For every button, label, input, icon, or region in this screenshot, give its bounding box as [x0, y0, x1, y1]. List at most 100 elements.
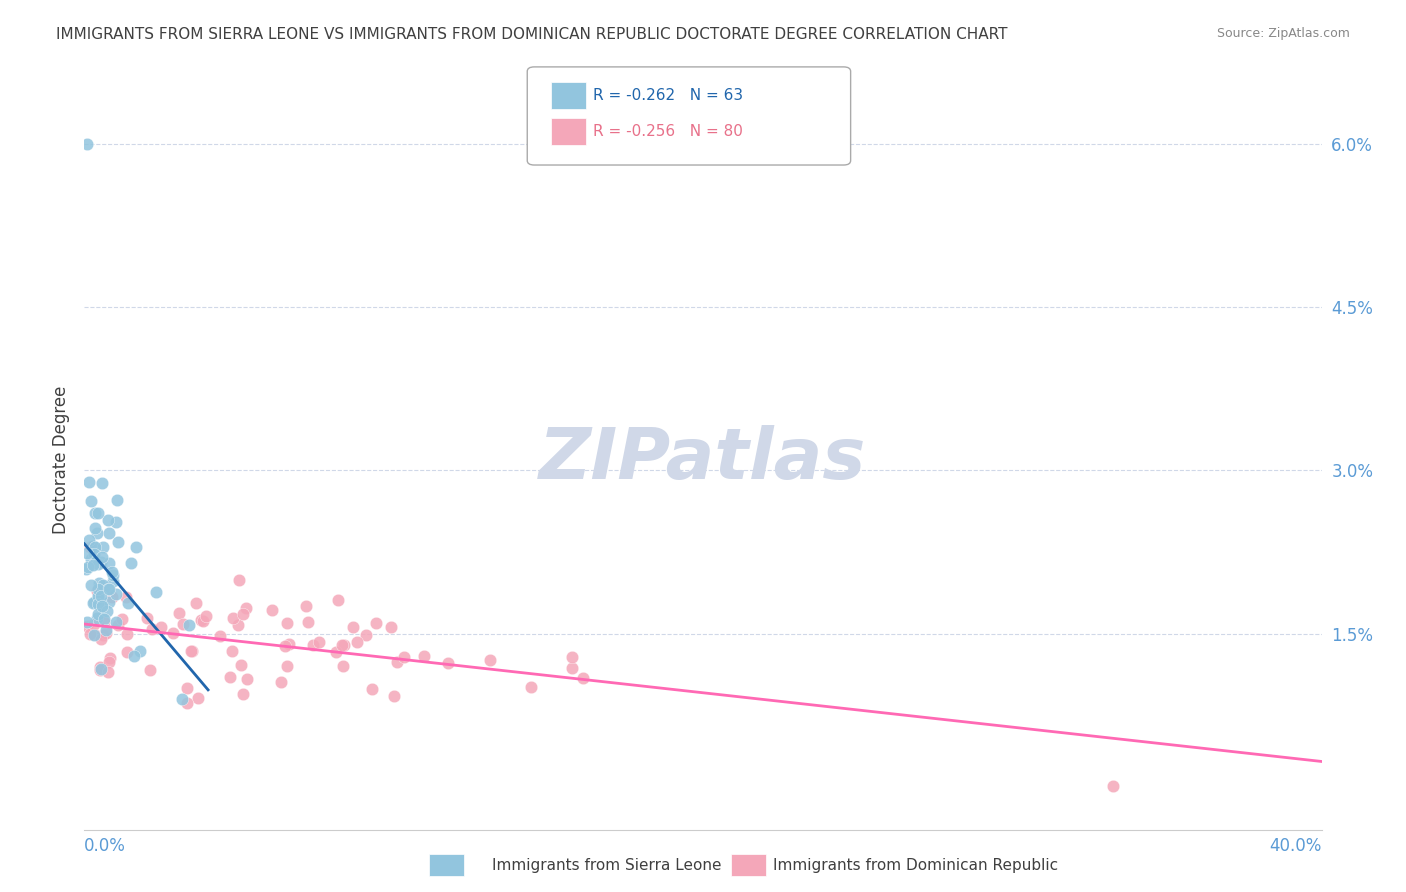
Point	[97, 665, 120, 680]
Point	[176, 697, 198, 711]
Point	[100, 565, 122, 579]
Text: R = -0.262   N = 63: R = -0.262 N = 63	[593, 88, 744, 103]
Point	[218, 670, 240, 684]
Point	[387, 655, 409, 669]
Point	[93, 615, 115, 629]
Point	[86, 610, 108, 624]
Text: Immigrants from Dominican Republic: Immigrants from Dominican Republic	[773, 858, 1059, 872]
Point	[193, 614, 215, 628]
Point	[91, 578, 114, 592]
Point	[228, 573, 250, 587]
Point	[107, 617, 129, 632]
Point	[128, 644, 150, 658]
Text: 0.0%: 0.0%	[84, 838, 127, 855]
Point	[79, 533, 101, 547]
Point	[221, 643, 243, 657]
Point	[83, 595, 105, 609]
Point	[83, 627, 105, 641]
Text: IMMIGRANTS FROM SIERRA LEONE VS IMMIGRANTS FROM DOMINICAN REPUBLIC DOCTORATE DEG: IMMIGRANTS FROM SIERRA LEONE VS IMMIGRAN…	[56, 27, 1008, 42]
Text: 40.0%: 40.0%	[1270, 838, 1322, 855]
Point	[90, 549, 112, 564]
Point	[83, 547, 105, 561]
Point	[190, 613, 212, 627]
Point	[115, 645, 138, 659]
Point	[76, 559, 98, 574]
Point	[260, 603, 283, 617]
Point	[136, 611, 159, 625]
Point	[195, 608, 218, 623]
Point	[117, 596, 139, 610]
Point	[270, 675, 292, 690]
Point	[180, 644, 202, 658]
Point	[172, 691, 194, 706]
Point	[98, 595, 121, 609]
Point	[380, 620, 402, 634]
Point	[184, 596, 207, 610]
Point	[302, 638, 325, 652]
Point	[361, 682, 384, 697]
Point	[89, 663, 111, 677]
Point	[276, 659, 298, 673]
Point	[80, 551, 103, 566]
Point	[87, 575, 110, 590]
Point	[229, 658, 252, 673]
Point	[90, 589, 112, 603]
Point	[346, 635, 368, 649]
Point	[167, 606, 190, 620]
Point	[89, 660, 111, 674]
Point	[87, 591, 110, 606]
Text: ZIPatlas: ZIPatlas	[540, 425, 866, 494]
Point	[187, 690, 209, 705]
Point	[79, 540, 101, 554]
Point	[83, 506, 105, 520]
Point	[96, 625, 118, 640]
Point	[332, 659, 354, 673]
Point	[354, 628, 377, 642]
Point	[91, 475, 114, 490]
Point	[101, 574, 124, 588]
Point	[297, 615, 319, 629]
Point	[91, 599, 114, 613]
Point	[105, 515, 128, 529]
Point	[76, 615, 98, 629]
Point	[326, 593, 349, 607]
Point	[90, 555, 112, 569]
Point	[96, 604, 118, 618]
Point	[105, 492, 128, 507]
Point	[97, 526, 120, 541]
Point	[104, 615, 127, 630]
Point	[235, 672, 257, 686]
Point	[87, 597, 110, 611]
Point	[101, 591, 124, 605]
Point	[232, 687, 254, 701]
Point	[412, 649, 434, 664]
Point	[91, 628, 114, 642]
Point	[87, 582, 110, 596]
Point	[308, 635, 330, 649]
Point	[97, 582, 120, 596]
Point	[90, 632, 112, 646]
Point	[172, 616, 194, 631]
Point	[572, 671, 595, 685]
Point	[101, 568, 124, 582]
Text: R = -0.256   N = 80: R = -0.256 N = 80	[593, 124, 744, 138]
Point	[79, 627, 101, 641]
Point	[209, 629, 232, 643]
Point	[115, 627, 138, 641]
Point	[76, 136, 98, 151]
Point	[82, 596, 104, 610]
Point	[97, 582, 120, 596]
Point	[93, 612, 115, 626]
Point	[382, 690, 405, 704]
Y-axis label: Doctorate Degree: Doctorate Degree	[52, 385, 70, 533]
Point	[86, 525, 108, 540]
Point	[97, 655, 120, 669]
Point	[87, 558, 110, 572]
Point	[333, 638, 356, 652]
Point	[80, 494, 103, 508]
Point	[87, 590, 110, 604]
Point	[84, 540, 107, 554]
Point	[98, 651, 121, 665]
Point	[83, 521, 105, 535]
Point	[86, 583, 108, 598]
